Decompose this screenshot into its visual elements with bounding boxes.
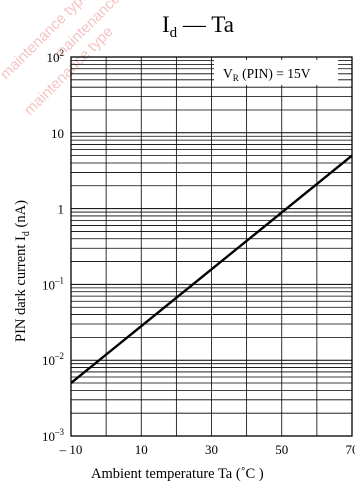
series-layer [70, 154, 353, 384]
annotation-box-bg [214, 60, 338, 85]
y-axis-label: PIN dark current Id (nA) [13, 200, 32, 342]
y-tick-label: 10–3 [42, 427, 65, 444]
svg-text:VR (PIN) = 15V: VR (PIN) = 15V [223, 66, 311, 83]
plot-border [70, 56, 353, 437]
grid [71, 56, 352, 437]
y-tick-label: 10–2 [42, 351, 64, 368]
y-tick-label: 10–1 [42, 275, 64, 292]
x-axis-label: Ambient temperature Ta (˚C ) [91, 466, 264, 482]
annotation-main: V [223, 66, 233, 81]
y-axis-label-rest: (nA) [13, 200, 29, 231]
chart-title-sub: d [170, 25, 178, 41]
y-tick-label: 1 [58, 202, 65, 217]
chart-title-rest: — Ta [177, 12, 234, 37]
svg-text:PIN dark current Id (nA): PIN dark current Id (nA) [13, 200, 32, 342]
x-tick-label: – 10 [59, 442, 83, 457]
svg-text:Id — Ta: Id — Ta [162, 12, 234, 41]
y-tick-label: 10 [51, 126, 64, 141]
x-tick-label: 70 [346, 442, 355, 457]
y-axis-label-sub: d [21, 231, 32, 236]
y-tick-label: 102 [47, 48, 65, 65]
x-tick-label: 50 [275, 442, 288, 457]
x-tick-label: 10 [135, 442, 148, 457]
x-axis-ticks: – 10 10 30 50 70 [59, 442, 355, 457]
series-line [70, 154, 353, 384]
y-axis-ticks: 102 10 1 10–1 10–2 10–3 [42, 48, 65, 444]
chart-title: Id — Ta [162, 12, 234, 41]
annotation-sub: R [233, 73, 239, 83]
chart-title-main: I [162, 12, 170, 37]
annotation-box: VR (PIN) = 15V [214, 60, 338, 85]
watermark: maintenance type maintenance type mainte… [0, 0, 147, 119]
y-axis-label-main: PIN dark current I [13, 236, 29, 342]
plot-frame [70, 56, 353, 437]
annotation-rest: (PIN) = 15V [239, 66, 311, 81]
x-tick-label: 30 [205, 442, 218, 457]
